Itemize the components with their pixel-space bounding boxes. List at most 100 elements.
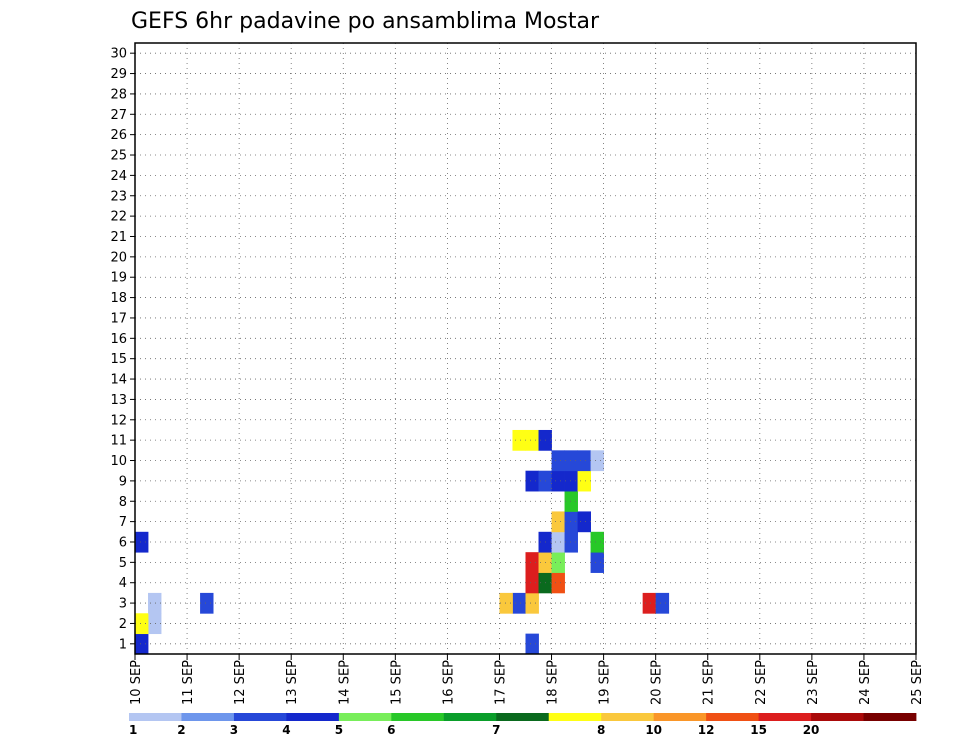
x-tick-label: 17 SEP	[493, 660, 508, 705]
y-tick-label: 26	[110, 128, 127, 143]
x-tick-label: 24 SEP	[858, 660, 873, 705]
heatmap-cell	[135, 531, 149, 553]
heatmap-cell	[135, 633, 149, 655]
y-tick-label: 21	[110, 230, 127, 245]
heatmap-cell	[499, 592, 513, 614]
colorbar-label: 8	[597, 723, 605, 737]
colorbar-label: 5	[335, 723, 343, 737]
colorbar-legend: 1 2 3 4 5 6 7 8 10 12 15 20	[129, 713, 917, 737]
y-tick-label: 18	[110, 291, 127, 306]
y-tick-label: 29	[110, 67, 127, 82]
y-tick-label: 30	[110, 47, 127, 62]
heatmap-cell	[525, 592, 539, 614]
colorbar-swatch	[706, 713, 759, 721]
x-tick-label: 23 SEP	[806, 660, 821, 705]
heatmap-cell	[564, 470, 578, 492]
y-tick-label: 25	[110, 149, 127, 164]
heatmap-cell	[525, 552, 539, 573]
plot-frame	[134, 42, 917, 655]
colorbar-swatch	[601, 713, 655, 721]
heatmap-cell	[564, 450, 578, 472]
heatmap-cell	[525, 633, 539, 655]
y-tick-label: 10	[110, 454, 127, 469]
colorbar-swatch	[443, 713, 497, 721]
y-tick-label: 28	[110, 87, 127, 102]
x-tick-label: 20 SEP	[650, 660, 665, 705]
heatmap-cell	[655, 592, 670, 614]
colorbar-label: 10	[645, 723, 662, 737]
colorbar-swatch	[548, 713, 602, 721]
heatmap-cell	[551, 511, 565, 533]
heatmap-cell	[577, 511, 591, 533]
heatmap-cell	[642, 592, 657, 614]
y-tick-label: 19	[110, 271, 127, 286]
x-tick-label: 10 SEP	[129, 660, 144, 705]
colorbar-label: 4	[282, 723, 290, 737]
colorbar-swatch	[811, 713, 864, 721]
x-tick-label: 16 SEP	[441, 660, 456, 705]
heatmap-cell	[551, 470, 565, 492]
x-tick-label: 14 SEP	[337, 660, 352, 705]
colorbar-swatch	[129, 713, 182, 721]
colorbar-label: 20	[803, 723, 820, 737]
heatmap-cell	[200, 592, 214, 614]
colorbar-swatch	[863, 713, 917, 721]
y-tick-label: 3	[119, 597, 127, 612]
heatmap-cell	[577, 450, 591, 472]
heatmap-cell	[590, 531, 604, 553]
y-tick-label: 15	[110, 352, 127, 367]
colorbar-label: 12	[698, 723, 715, 737]
y-tick-label: 16	[110, 332, 127, 347]
heatmap-cell	[135, 613, 149, 635]
y-tick-label: 24	[110, 169, 127, 184]
x-tick-label: 22 SEP	[754, 660, 769, 705]
heatmap-cell	[525, 429, 539, 451]
colorbar-swatch	[496, 713, 550, 721]
colorbar-swatch	[391, 713, 445, 721]
heatmap-cell	[148, 613, 162, 635]
y-tick-label: 12	[110, 413, 127, 428]
heatmap-cell	[512, 429, 526, 451]
gridlines	[135, 43, 916, 654]
heatmap-cell	[564, 531, 578, 553]
x-axis-ticks: 10 SEP 11 SEP 12 SEP 13 SEP 14 SEP 15 SEP 16 S…	[129, 654, 925, 705]
y-tick-label: 2	[119, 617, 127, 632]
colorbar-swatch	[181, 713, 235, 721]
y-tick-label: 20	[110, 250, 127, 265]
y-tick-label: 9	[119, 474, 127, 489]
heatmap-cell	[551, 572, 565, 594]
colorbar-label: 7	[492, 723, 500, 737]
heatmap-cell	[590, 552, 604, 573]
heatmap-cell	[577, 470, 591, 492]
y-tick-label: 22	[110, 210, 127, 225]
y-tick-label: 5	[119, 556, 127, 571]
heatmap-cell	[551, 552, 565, 573]
y-tick-label: 23	[110, 189, 127, 204]
colorbar-swatch	[653, 713, 707, 721]
y-tick-label: 6	[119, 535, 127, 550]
y-tick-label: 17	[110, 311, 127, 326]
colorbar-label: 6	[387, 723, 395, 737]
y-tick-label: 8	[119, 495, 127, 510]
chart-title: GEFS 6hr padavine po ansamblima Mostar	[131, 9, 600, 34]
colorbar-swatch	[338, 713, 392, 721]
heatmap-cell	[564, 491, 578, 512]
y-tick-label: 4	[119, 576, 127, 591]
x-tick-label: 25 SEP	[910, 660, 925, 705]
x-tick-label: 19 SEP	[598, 660, 613, 705]
x-tick-label: 15 SEP	[389, 660, 404, 705]
heatmap-cell	[148, 592, 162, 614]
heatmap-cell	[525, 572, 539, 594]
x-tick-label: 21 SEP	[702, 660, 717, 705]
x-tick-label: 11 SEP	[181, 660, 196, 705]
heatmap-cell	[564, 511, 578, 533]
heatmap-cell	[551, 531, 565, 553]
heatmap-cell	[590, 450, 604, 472]
y-tick-label: 13	[110, 393, 127, 408]
x-tick-label: 13 SEP	[285, 660, 300, 705]
heatmap-cell	[512, 592, 526, 614]
colorbar-label: 2	[177, 723, 185, 737]
y-tick-label: 27	[110, 108, 127, 123]
colorbar-label: 3	[230, 723, 238, 737]
